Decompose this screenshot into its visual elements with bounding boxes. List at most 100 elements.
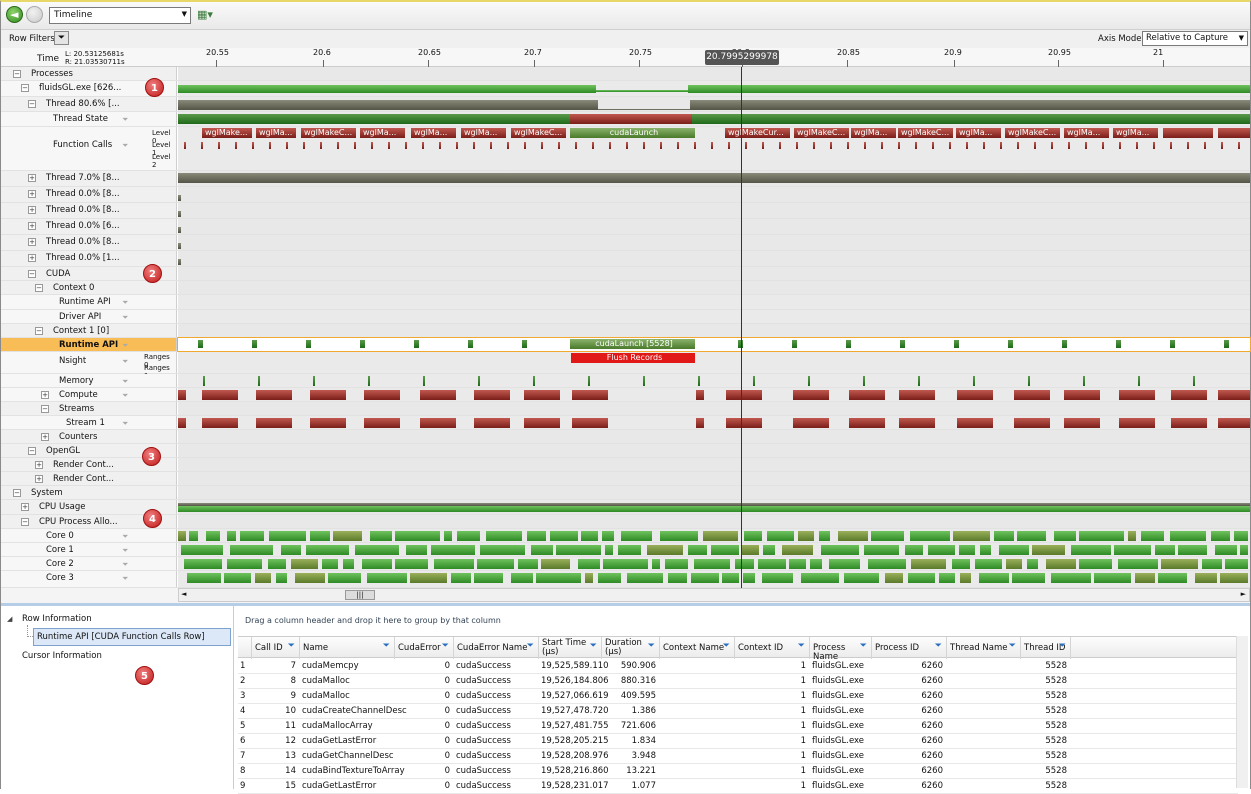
row-lane[interactable]: [178, 67, 1250, 80]
api-call-mark[interactable]: [414, 340, 419, 348]
row-streams[interactable]: − Streams: [1, 402, 1250, 416]
scroll-thumb[interactable]: |||: [345, 590, 375, 600]
row-lane[interactable]: [178, 81, 1250, 96]
row-lane[interactable]: [178, 295, 1250, 309]
nsight-range-block[interactable]: Flush Records: [571, 353, 695, 363]
timeline-segment[interactable]: [178, 243, 181, 249]
timeline-segment[interactable]: [871, 531, 904, 541]
timeline-segment[interactable]: [306, 545, 349, 555]
timeline-segment[interactable]: [457, 531, 480, 541]
filter-icon[interactable]: ⏷: [441, 641, 449, 651]
timeline-segment[interactable]: [367, 573, 407, 583]
row-lane[interactable]: [178, 187, 1250, 202]
filter-icon[interactable]: ⏷: [122, 298, 129, 307]
function-call-block[interactable]: wglMakeCur...: [725, 128, 790, 138]
timeline-segment[interactable]: [801, 573, 839, 583]
timeline-segment[interactable]: [953, 531, 990, 541]
timeline-segment[interactable]: [477, 559, 514, 569]
tree-row-information[interactable]: Row Information: [22, 614, 92, 624]
timeline-segment[interactable]: [905, 545, 923, 555]
timeline-segment[interactable]: [959, 545, 975, 555]
expand-icon[interactable]: +: [28, 222, 36, 230]
timeline-segment[interactable]: [652, 559, 660, 569]
row-lane[interactable]: [178, 281, 1250, 294]
column-header[interactable]: Call ID ⏷: [252, 637, 300, 659]
row-lane[interactable]: cudaLaunch [5528]: [177, 337, 1251, 352]
row-lane[interactable]: [178, 267, 1250, 280]
filter-icon[interactable]: ⏷: [647, 641, 655, 651]
column-header[interactable]: Process ID ⏷: [872, 637, 947, 659]
timeline-segment[interactable]: [1178, 545, 1207, 555]
row-processes[interactable]: − Processes: [1, 67, 1250, 81]
memory-op-mark[interactable]: [368, 376, 370, 386]
timeline-segment[interactable]: [647, 545, 683, 555]
timeline-segment[interactable]: [255, 573, 271, 583]
timeline-segment[interactable]: [486, 531, 522, 541]
row-lane[interactable]: [178, 112, 1250, 126]
timeline-segment[interactable]: [899, 390, 935, 400]
timeline-segment[interactable]: [202, 418, 238, 428]
timeline-segment[interactable]: [829, 559, 860, 569]
collapse-icon[interactable]: −: [28, 447, 36, 455]
timeline-segment[interactable]: [420, 390, 456, 400]
row-lane[interactable]: [178, 571, 1250, 587]
timeline-segment[interactable]: [1017, 531, 1046, 541]
row-counters[interactable]: + Counters: [1, 430, 1250, 444]
memory-op-mark[interactable]: [478, 376, 480, 386]
timeline-segment[interactable]: [1202, 559, 1222, 569]
timeline-segment[interactable]: [227, 531, 236, 541]
scroll-left-icon[interactable]: ◄: [181, 590, 187, 598]
timeline-segment[interactable]: [189, 531, 198, 541]
timeline-segment[interactable]: [578, 559, 600, 569]
timeline-segment[interactable]: [1027, 559, 1038, 569]
collapse-icon[interactable]: −: [13, 489, 21, 497]
memory-op-mark[interactable]: [423, 376, 425, 386]
api-call-mark[interactable]: [738, 340, 743, 348]
row-thread-d[interactable]: + Thread 0.0% [6...: [1, 219, 1250, 235]
timeline-segment[interactable]: [343, 559, 354, 569]
timeline-segment[interactable]: [322, 559, 338, 569]
expand-icon[interactable]: +: [35, 461, 43, 469]
row-lane[interactable]: [178, 324, 1250, 337]
timeline-segment[interactable]: [602, 531, 614, 541]
row-stream1[interactable]: Stream 1 ⏷: [1, 416, 1250, 430]
timeline-segment[interactable]: [598, 573, 621, 583]
row-lane[interactable]: Flush Records: [178, 352, 1250, 373]
timeline-segment[interactable]: [178, 503, 1250, 506]
timeline-segment[interactable]: [572, 418, 608, 428]
timeline-segment[interactable]: [694, 559, 730, 569]
api-call-mark[interactable]: [954, 340, 959, 348]
timeline-segment[interactable]: [224, 573, 251, 583]
column-header[interactable]: Context Name ⏷: [660, 637, 735, 659]
timeline-segment[interactable]: [838, 531, 868, 541]
collapse-icon[interactable]: −: [41, 405, 49, 413]
timeline-segment[interactable]: [181, 545, 223, 555]
timeline-segment[interactable]: [821, 545, 859, 555]
timeline-segment[interactable]: [621, 531, 652, 541]
time-cursor-line[interactable]: [741, 67, 742, 588]
timeline-segment[interactable]: [975, 559, 1002, 569]
timeline-segment[interactable]: [581, 531, 598, 541]
collapse-icon[interactable]: −: [28, 270, 36, 278]
timeline-segment[interactable]: [178, 418, 186, 428]
timeline-segment[interactable]: [202, 390, 238, 400]
timeline-segment[interactable]: [899, 418, 935, 428]
function-call-block[interactable]: wglMakeC...: [301, 128, 356, 138]
row-lane[interactable]: wglMake... wglMa... wglMakeC... wglMa... wgl…: [178, 127, 1250, 170]
timeline-segment[interactable]: [474, 418, 510, 428]
row-lane[interactable]: [178, 486, 1250, 499]
timeline-segment[interactable]: [178, 211, 181, 217]
forward-button[interactable]: [26, 6, 43, 23]
timeline-segment[interactable]: [911, 559, 946, 569]
timeline-segment[interactable]: [362, 559, 392, 569]
timeline-segment[interactable]: [618, 545, 641, 555]
timeline-segment[interactable]: [849, 418, 885, 428]
timeline-segment[interactable]: [281, 545, 301, 555]
timeline-segment[interactable]: [1046, 559, 1076, 569]
filter-icon[interactable]: ⏷: [122, 574, 129, 583]
axis-mode-select[interactable]: Relative to Capture ▼: [1142, 31, 1248, 46]
timeline-segment[interactable]: [178, 114, 570, 124]
api-call-mark[interactable]: [1062, 340, 1067, 348]
vertical-scrollbar[interactable]: [1236, 636, 1248, 788]
function-call-block[interactable]: wglMa...: [1113, 128, 1158, 138]
